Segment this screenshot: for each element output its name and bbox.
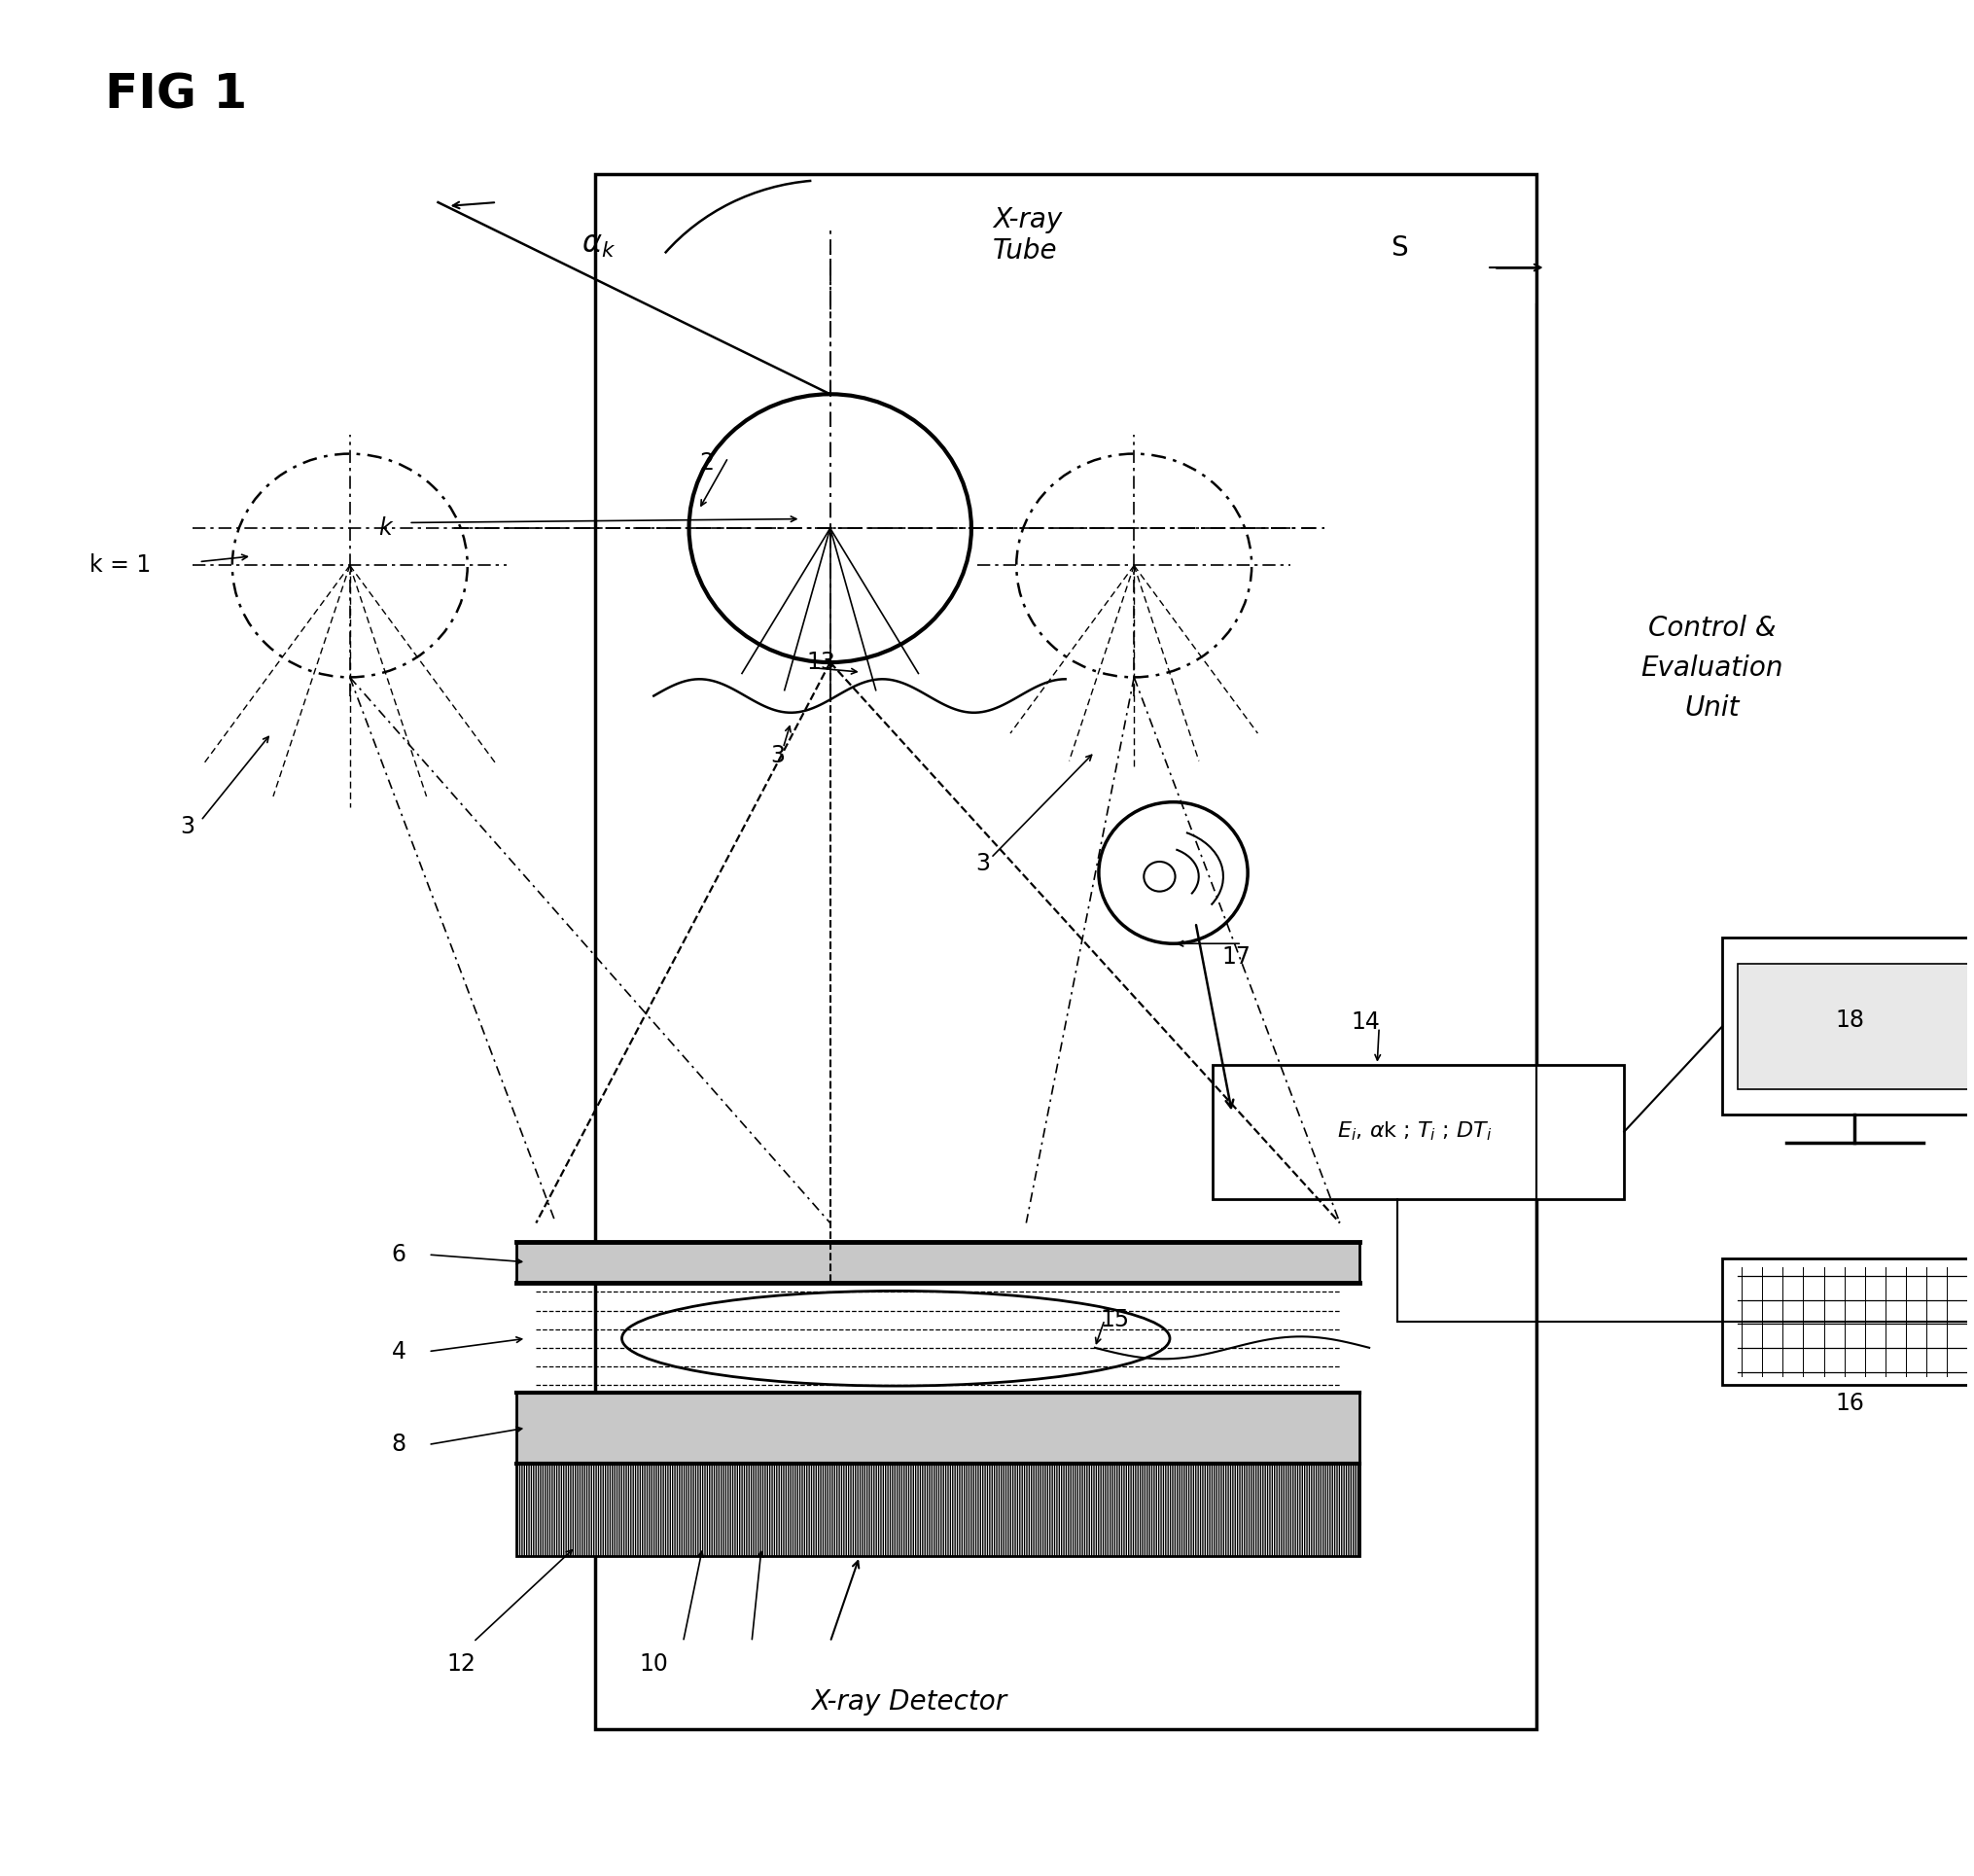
Text: 15: 15 [1101,1308,1129,1332]
Bar [1212,1066,1625,1199]
Text: 3: 3 [770,743,784,767]
Text: 17: 17 [1222,946,1252,968]
Text: 16: 16 [1836,1392,1863,1415]
Text: X-ray
Tube: X-ray Tube [993,206,1062,265]
Text: FIG 1: FIG 1 [105,71,247,118]
Text: 4: 4 [391,1339,407,1364]
Text: Control &
Evaluation
Unit: Control & Evaluation Unit [1640,613,1784,722]
Bar [1721,938,1974,1114]
Text: X-ray Detector: X-ray Detector [811,1688,1007,1715]
Text: 10: 10 [640,1653,669,1675]
Bar [594,174,1536,1730]
Text: 3: 3 [975,852,991,876]
Text: 3: 3 [180,814,193,839]
Bar [517,1463,1360,1557]
Text: 8: 8 [391,1433,407,1456]
Text: 14: 14 [1350,1009,1380,1034]
Text: 12: 12 [446,1653,476,1675]
Text: k: k [379,516,391,540]
Bar [1737,964,1972,1088]
Bar [517,1242,1360,1283]
Text: 6: 6 [391,1244,407,1266]
Bar [517,1392,1360,1463]
Text: 18: 18 [1836,1007,1863,1032]
Text: 13: 13 [807,651,835,673]
Text: k = 1: k = 1 [89,553,150,578]
Text: 2: 2 [699,452,715,475]
Bar [1721,1259,1974,1384]
Text: $\alpha_k$: $\alpha_k$ [582,231,616,259]
Text: S: S [1392,234,1407,261]
Text: $E_i$, $\alpha$k ; $T_i$ ; $DT_i$: $E_i$, $\alpha$k ; $T_i$ ; $DT_i$ [1336,1120,1492,1142]
